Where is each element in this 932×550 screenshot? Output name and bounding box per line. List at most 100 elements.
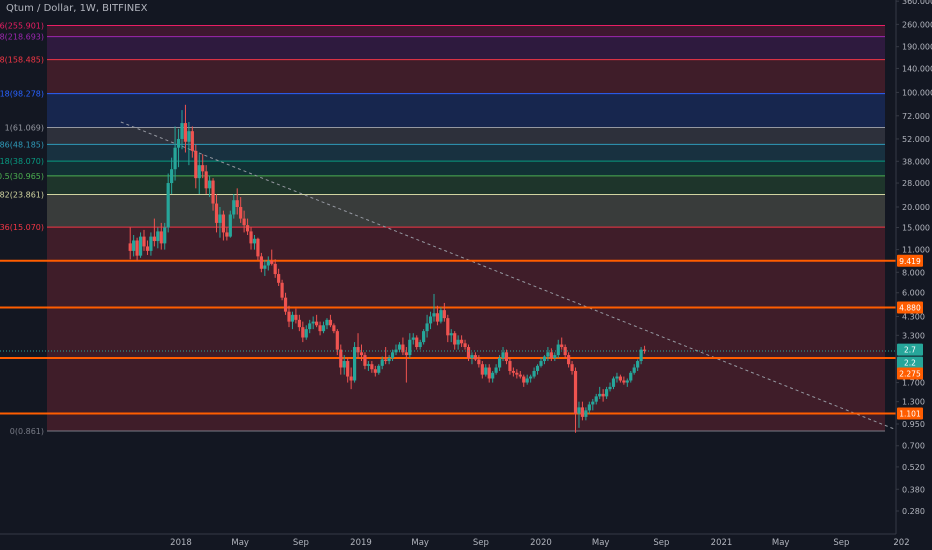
candle-body xyxy=(611,378,616,387)
candle-body xyxy=(152,236,156,242)
time-tick-label: May xyxy=(592,538,610,548)
fib-zone xyxy=(47,144,885,162)
candle-body xyxy=(494,367,498,373)
candle xyxy=(294,308,298,324)
candle-body xyxy=(356,347,360,353)
candle-body xyxy=(128,243,132,251)
price-tick-label: 1.300 xyxy=(902,398,925,407)
candle-body xyxy=(211,180,215,204)
candle-body xyxy=(149,236,153,251)
candle-body xyxy=(539,361,543,366)
candle xyxy=(315,314,319,328)
candle-body xyxy=(304,329,308,338)
candle-body xyxy=(556,344,560,356)
candle-body xyxy=(601,393,605,397)
candle-body xyxy=(422,331,426,343)
candle-body xyxy=(497,358,502,368)
candle-body xyxy=(346,361,350,377)
fib-zone xyxy=(47,36,885,60)
candle-body xyxy=(594,396,598,402)
level-price-text: 9.419 xyxy=(899,257,921,266)
candle xyxy=(473,352,478,362)
candle xyxy=(618,374,622,383)
fib-level-label: 2.618(158.485) xyxy=(0,56,44,65)
price-tick-label: 0.280 xyxy=(902,507,925,516)
fib-level-label: 0.382(23.861) xyxy=(0,190,44,199)
price-tag-text: 2.2 xyxy=(904,359,916,368)
fib-level-label: 0.236(15.070) xyxy=(0,223,44,232)
candle-body xyxy=(577,407,581,414)
price-tick-label: 72.000 xyxy=(902,112,930,121)
candle xyxy=(518,370,522,379)
candle-body xyxy=(484,367,488,375)
time-tick-label: 2018 xyxy=(170,538,192,548)
candle-body xyxy=(615,376,619,379)
fib-zone xyxy=(47,175,885,195)
candle-body xyxy=(363,355,367,366)
candle xyxy=(263,260,267,276)
candle xyxy=(225,227,229,241)
candle-body xyxy=(225,232,229,237)
candle xyxy=(511,367,515,377)
candle-body xyxy=(173,147,177,170)
candle-body xyxy=(280,282,284,298)
candle xyxy=(611,376,616,390)
candle-body xyxy=(546,352,550,357)
candle xyxy=(135,237,139,261)
candle xyxy=(636,359,640,371)
time-tick-label: Sep xyxy=(293,538,309,548)
candle xyxy=(439,307,443,324)
candle xyxy=(249,227,253,250)
candle-body xyxy=(529,376,533,379)
candle-body xyxy=(339,349,343,368)
candle-body xyxy=(270,260,274,264)
candle xyxy=(373,365,377,377)
candle-body xyxy=(435,313,440,322)
candle xyxy=(390,349,395,362)
candle xyxy=(535,364,540,375)
candle-body xyxy=(352,347,357,381)
candle-body xyxy=(463,343,467,348)
level-price-tag xyxy=(897,254,923,267)
price-tick-label: 1.700 xyxy=(902,379,925,388)
candle-body xyxy=(629,372,633,381)
candle-body xyxy=(332,325,336,332)
candle xyxy=(608,382,612,392)
candle xyxy=(270,249,274,266)
candle-body xyxy=(522,376,526,383)
candle-body xyxy=(636,361,640,368)
price-tick-label: 38.000 xyxy=(902,157,930,166)
candle xyxy=(239,197,243,223)
candle xyxy=(252,234,257,250)
candle xyxy=(321,321,326,334)
candle xyxy=(128,227,132,260)
time-tick-label: 202 xyxy=(893,538,909,548)
candle-body xyxy=(201,165,205,172)
candle xyxy=(422,329,426,345)
candle-body xyxy=(256,238,260,257)
candle-body xyxy=(297,319,301,328)
candle-body xyxy=(470,355,474,359)
candle xyxy=(598,386,602,399)
candle-body xyxy=(242,218,246,226)
candle-body xyxy=(132,240,136,251)
candle xyxy=(522,374,526,387)
candle-body xyxy=(491,372,495,379)
candle-body xyxy=(549,352,553,359)
candle-body xyxy=(639,349,643,362)
candle-body xyxy=(273,263,277,275)
candle xyxy=(349,367,353,390)
candle-body xyxy=(318,325,322,332)
level-price-tag xyxy=(897,407,923,420)
fib-level-label: 1(61.069) xyxy=(5,124,44,133)
candle xyxy=(542,355,547,365)
candle-body xyxy=(349,376,353,381)
candle-body xyxy=(290,314,295,322)
candle xyxy=(418,339,422,350)
candle-body xyxy=(266,260,270,266)
candle-body xyxy=(439,310,443,322)
candle xyxy=(328,314,333,328)
candle xyxy=(384,347,388,365)
candle-body xyxy=(542,356,547,362)
